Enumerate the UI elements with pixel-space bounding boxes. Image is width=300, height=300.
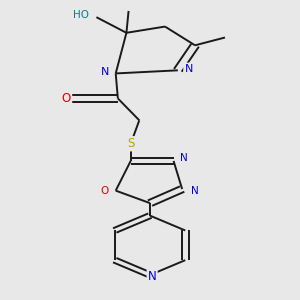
Text: S: S	[127, 137, 134, 150]
Text: N: N	[184, 64, 193, 74]
Text: N: N	[148, 270, 157, 283]
Text: O: O	[101, 186, 109, 196]
Text: O: O	[62, 92, 71, 105]
Text: N: N	[101, 67, 109, 77]
Text: N: N	[180, 153, 188, 164]
Text: N: N	[191, 186, 199, 196]
Text: HO: HO	[73, 10, 89, 20]
